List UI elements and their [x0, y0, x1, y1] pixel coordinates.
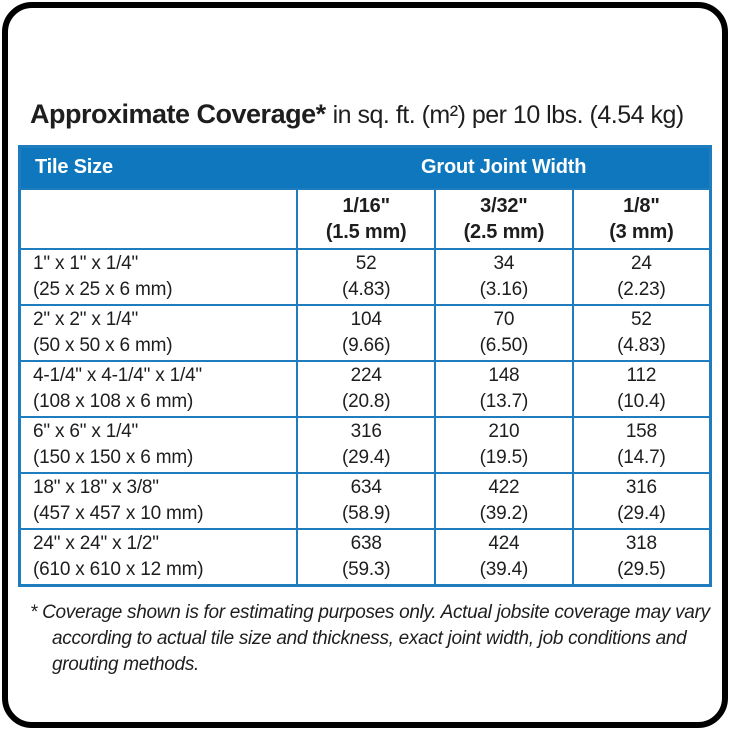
column-size-label: 1/8" — [623, 194, 660, 217]
table-row: 1" x 1" x 1/4" (25 x 25 x 6 mm) 52 (4.83… — [18, 247, 712, 306]
tile-size-imperial: 4-1/4" x 4-1/4" x 1/4" — [33, 364, 202, 386]
coverage-sqft: 318 — [625, 532, 657, 554]
page-content: Approximate Coverage* in sq. ft. (m²) pe… — [8, 98, 722, 678]
coverage-sqft: 634 — [350, 476, 382, 498]
coverage-m2: (4.83) — [617, 334, 666, 356]
table-subheader-row: 1/16" (1.5 mm) 3/32" (2.5 mm) 1/8" (3 mm… — [18, 187, 712, 250]
coverage-m2: (29.4) — [617, 502, 666, 524]
coverage-m2: (3.16) — [479, 278, 529, 300]
coverage-cell: 424 (39.4) — [434, 527, 574, 586]
coverage-sqft: 104 — [350, 308, 382, 330]
title-bold-text: Approximate Coverage* — [30, 99, 326, 129]
tile-size-metric: (25 x 25 x 6 mm) — [33, 278, 173, 300]
tile-size-header: Tile Size — [18, 145, 299, 190]
coverage-m2: (59.3) — [341, 558, 391, 580]
tile-size-metric: (610 x 610 x 12 mm) — [33, 558, 204, 580]
coverage-sqft: 70 — [493, 308, 515, 330]
coverage-sqft: 638 — [350, 532, 382, 554]
coverage-m2: (20.8) — [341, 390, 391, 412]
coverage-sqft: 316 — [625, 476, 657, 498]
table-header-row: Tile Size Grout Joint Width — [18, 145, 712, 190]
column-header-1-8: 1/8" (3 mm) — [571, 187, 712, 250]
rounded-frame: Approximate Coverage* in sq. ft. (m²) pe… — [2, 2, 728, 728]
coverage-cell: 52 (4.83) — [571, 303, 712, 362]
coverage-cell: 316 (29.4) — [571, 471, 712, 530]
coverage-sqft: 424 — [488, 532, 520, 554]
tile-size-imperial: 18" x 18" x 3/8" — [33, 476, 159, 498]
coverage-footnote: * Coverage shown is for estimating purpo… — [30, 601, 710, 675]
tile-size-metric: (150 x 150 x 6 mm) — [33, 446, 194, 468]
coverage-cell: 638 (59.3) — [296, 527, 437, 586]
column-metric-label: (1.5 mm) — [325, 220, 407, 243]
coverage-m2: (9.66) — [341, 334, 391, 356]
coverage-sqft: 422 — [488, 476, 520, 498]
grout-joint-width-header: Grout Joint Width — [296, 145, 712, 190]
coverage-table: Tile Size Grout Joint Width 1/16" (1.5 m… — [18, 145, 712, 587]
coverage-m2: (39.4) — [479, 558, 529, 580]
coverage-m2: (14.7) — [617, 446, 666, 468]
coverage-cell: 422 (39.2) — [434, 471, 574, 530]
coverage-sqft: 112 — [626, 364, 657, 386]
coverage-cell: 70 (6.50) — [434, 303, 574, 362]
tile-size-cell: 18" x 18" x 3/8" (457 x 457 x 10 mm) — [18, 471, 299, 530]
coverage-m2: (29.4) — [341, 446, 391, 468]
tile-size-metric: (108 x 108 x 6 mm) — [33, 390, 194, 412]
tile-size-cell: 24" x 24" x 1/2" (610 x 610 x 12 mm) — [18, 527, 299, 586]
coverage-m2: (6.50) — [479, 334, 529, 356]
coverage-sqft: 158 — [625, 420, 657, 442]
coverage-sqft: 52 — [355, 252, 377, 274]
tile-size-cell: 1" x 1" x 1/4" (25 x 25 x 6 mm) — [18, 247, 299, 306]
coverage-cell: 148 (13.7) — [434, 359, 574, 418]
column-header-1-16: 1/16" (1.5 mm) — [296, 187, 437, 250]
coverage-cell: 158 (14.7) — [571, 415, 712, 474]
tile-size-metric: (457 x 457 x 10 mm) — [33, 502, 204, 524]
table-row: 6" x 6" x 1/4" (150 x 150 x 6 mm) 316 (2… — [18, 415, 712, 474]
coverage-cell: 318 (29.5) — [571, 527, 712, 586]
coverage-m2: (19.5) — [479, 446, 529, 468]
coverage-m2: (39.2) — [479, 502, 529, 524]
coverage-cell: 52 (4.83) — [296, 247, 437, 306]
column-size-label: 3/32" — [480, 194, 528, 217]
coverage-cell: 112 (10.4) — [571, 359, 712, 418]
table-row: 2" x 2" x 1/4" (50 x 50 x 6 mm) 104 (9.6… — [18, 303, 712, 362]
column-metric-label: (2.5 mm) — [463, 220, 545, 243]
table-row: 24" x 24" x 1/2" (610 x 610 x 12 mm) 638… — [18, 527, 712, 586]
coverage-sqft: 52 — [631, 308, 652, 330]
column-size-label: 1/16" — [342, 194, 390, 217]
column-metric-label: (3 mm) — [609, 220, 674, 243]
tile-size-cell: 4-1/4" x 4-1/4" x 1/4" (108 x 108 x 6 mm… — [18, 359, 299, 418]
tile-size-imperial: 1" x 1" x 1/4" — [33, 252, 139, 274]
coverage-cell: 24 (2.23) — [571, 247, 712, 306]
coverage-m2: (10.4) — [617, 390, 666, 412]
empty-corner-cell — [18, 187, 299, 250]
column-header-3-32: 3/32" (2.5 mm) — [434, 187, 574, 250]
coverage-sqft: 316 — [350, 420, 382, 442]
coverage-sqft: 210 — [488, 420, 520, 442]
coverage-cell: 210 (19.5) — [434, 415, 574, 474]
coverage-cell: 34 (3.16) — [434, 247, 574, 306]
tile-size-cell: 6" x 6" x 1/4" (150 x 150 x 6 mm) — [18, 415, 299, 474]
coverage-m2: (13.7) — [479, 390, 529, 412]
coverage-m2: (58.9) — [341, 502, 391, 524]
coverage-m2: (29.5) — [617, 558, 666, 580]
title-suffix-text: in sq. ft. (m²) per 10 lbs. (4.54 kg) — [332, 101, 685, 129]
coverage-sqft: 24 — [631, 252, 652, 274]
coverage-sqft: 224 — [350, 364, 382, 386]
tile-size-metric: (50 x 50 x 6 mm) — [33, 334, 173, 356]
coverage-cell: 104 (9.66) — [296, 303, 437, 362]
table-row: 18" x 18" x 3/8" (457 x 457 x 10 mm) 634… — [18, 471, 712, 530]
coverage-cell: 224 (20.8) — [296, 359, 437, 418]
coverage-m2: (4.83) — [341, 278, 391, 300]
tile-size-imperial: 6" x 6" x 1/4" — [33, 420, 139, 442]
table-row: 4-1/4" x 4-1/4" x 1/4" (108 x 108 x 6 mm… — [18, 359, 712, 418]
coverage-m2: (2.23) — [617, 278, 666, 300]
coverage-sqft: 148 — [488, 364, 520, 386]
coverage-cell: 634 (58.9) — [296, 471, 437, 530]
coverage-cell: 316 (29.4) — [296, 415, 437, 474]
coverage-sqft: 34 — [493, 252, 515, 274]
tile-size-imperial: 2" x 2" x 1/4" — [33, 308, 139, 330]
tile-size-cell: 2" x 2" x 1/4" (50 x 50 x 6 mm) — [18, 303, 299, 362]
page-title: Approximate Coverage* in sq. ft. (m²) pe… — [30, 98, 712, 131]
tile-size-imperial: 24" x 24" x 1/2" — [33, 532, 159, 554]
